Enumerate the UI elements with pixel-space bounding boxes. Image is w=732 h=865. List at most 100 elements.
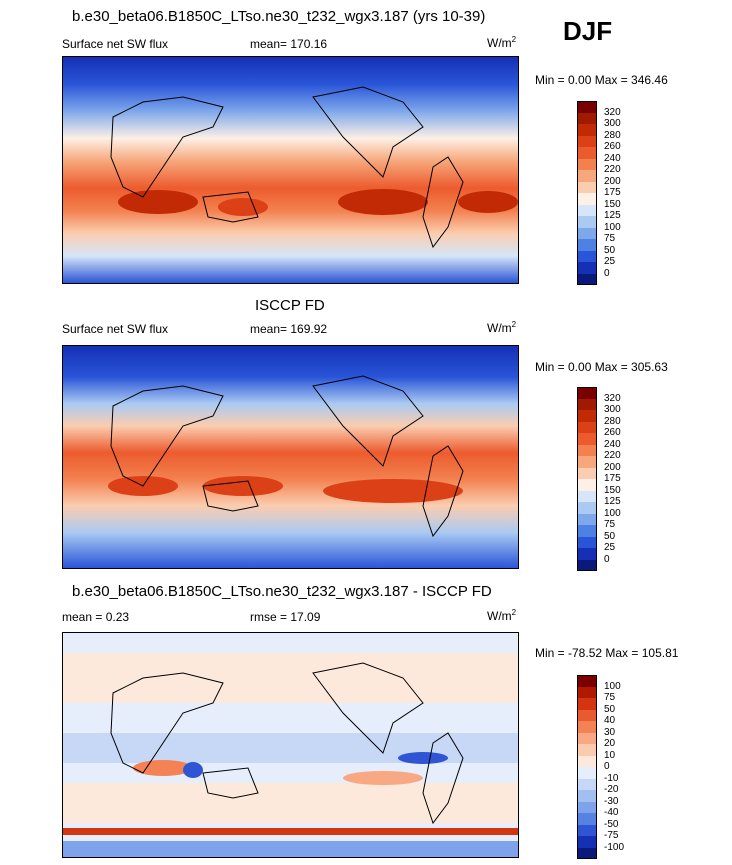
panel3-colorbar-swatch <box>577 847 597 859</box>
panel3-colorbar-label: 100 <box>604 680 621 692</box>
panel3-colorbar-swatch <box>577 744 597 756</box>
panel2-colorbar-swatch <box>577 387 597 399</box>
panel2-colorbar-label: 0 <box>604 553 610 565</box>
panel1-colorbar-label: 50 <box>604 244 616 256</box>
season-label: DJF <box>563 16 613 46</box>
panel2-colorbar-swatch <box>577 479 597 491</box>
panel1-colorbar-label: 260 <box>604 141 621 152</box>
panel2-colorbar-label: 100 <box>604 507 621 519</box>
panel3-mean-label: mean = 0.23 <box>62 610 130 624</box>
panel3-colorbar-swatch <box>577 721 597 733</box>
panel2-colorbar <box>577 387 597 571</box>
panel2-colorbar-label: 240 <box>604 438 621 450</box>
panel3-colorbar-swatch <box>577 709 597 721</box>
panel3-colorbar-label: 0 <box>604 761 610 772</box>
panel2-colorbar-label: 300 <box>604 404 621 415</box>
panel1-colorbar-swatch <box>577 216 597 228</box>
panel1-colorbar-swatch <box>577 112 597 124</box>
panel1-colorbar-label: 220 <box>604 164 621 175</box>
panel2-colorbar-swatch <box>577 536 597 548</box>
panel3-colorbar-label: 75 <box>604 692 616 703</box>
panel1-colorbar-label: 25 <box>604 256 616 267</box>
panel3-colorbar-swatch <box>577 675 597 687</box>
panel1-colorbar-label: 300 <box>604 118 621 129</box>
panel2-map-field <box>63 346 518 568</box>
panel2-colorbar-swatch <box>577 559 597 571</box>
panel3-colorbar <box>577 675 597 859</box>
panel1-colorbar-swatch <box>577 204 597 216</box>
panel1-colorbar-swatch <box>577 181 597 193</box>
panel1-minmax: Min = 0.00 Max = 346.46 <box>535 73 668 87</box>
panel2-units: W/m2 <box>487 320 517 335</box>
panel2-colorbar-label: 200 <box>604 461 621 473</box>
panel3-colorbar-swatch <box>577 767 597 779</box>
panel3-colorbar-swatch <box>577 790 597 802</box>
panel1-colorbar-swatch <box>577 124 597 136</box>
panel1-colorbar-label: 0 <box>604 267 610 279</box>
panel3-colorbar-swatch <box>577 836 597 848</box>
panel2-colorbar-swatch <box>577 548 597 560</box>
panel1-map <box>62 56 519 284</box>
panel1-title: b.e30_beta06.B1850C_LTso.ne30_t232_wgx3.… <box>72 8 486 25</box>
panel1-colorbar-swatch <box>577 170 597 182</box>
panel1-colorbar-label: 150 <box>604 198 621 210</box>
panel2-colorbar-swatch <box>577 467 597 479</box>
panel2-colorbar-label: 220 <box>604 450 621 461</box>
panel3-title: b.e30_beta06.B1850C_LTso.ne30_t232_wgx3.… <box>72 583 492 600</box>
panel2-colorbar-swatch <box>577 444 597 456</box>
panel3-colorbar-label: 30 <box>604 726 616 738</box>
panel3-colorbar-label: -30 <box>604 795 619 807</box>
panel1-map-field <box>63 57 518 283</box>
panel1-colorbar-label: 100 <box>604 221 621 233</box>
panel2-colorbar-label: 280 <box>604 415 621 427</box>
panel3-map <box>62 632 519 858</box>
panel3-colorbar-swatch <box>577 824 597 836</box>
panel1-colorbar-label: 175 <box>604 187 621 198</box>
panel2-map <box>62 345 519 569</box>
panel2-colorbar-swatch <box>577 410 597 422</box>
panel3-colorbar-label: -10 <box>604 772 619 784</box>
panel2-colorbar-swatch <box>577 421 597 433</box>
panel1-units: W/m2 <box>487 35 517 50</box>
panel3-colorbar-label: -40 <box>604 807 619 818</box>
panel2-mean-label: mean= 169.92 <box>250 322 328 336</box>
panel3-colorbar-label: 20 <box>604 738 616 749</box>
panel1-colorbar-swatch <box>577 147 597 159</box>
panel1-colorbar-label: 240 <box>604 152 621 164</box>
panel2-colorbar-swatch <box>577 502 597 514</box>
panel1-colorbar <box>577 101 597 285</box>
panel1-colorbar-label: 75 <box>604 233 616 244</box>
panel2-colorbar-label: 50 <box>604 530 616 542</box>
panel3-colorbar-label: 10 <box>604 749 616 761</box>
panel2-colorbar-swatch <box>577 490 597 502</box>
panel1-mean-label: mean= 170.16 <box>250 37 328 51</box>
panel2-colorbar-swatch <box>577 525 597 537</box>
panel1-colorbar-label: 200 <box>604 175 621 187</box>
panel1-variable-label: Surface net SW flux <box>62 37 169 51</box>
panel1-colorbar-label: 125 <box>604 210 621 221</box>
panel2-minmax: Min = 0.00 Max = 305.63 <box>535 360 668 374</box>
panel2-colorbar-swatch <box>577 456 597 468</box>
panel1-colorbar-label: 280 <box>604 129 621 141</box>
panel2-colorbar-swatch <box>577 433 597 445</box>
panel3-colorbar-swatch <box>577 686 597 698</box>
panel3-colorbar-label: -75 <box>604 830 619 841</box>
panel3-rmse-label: rmse = 17.09 <box>250 610 321 624</box>
panel2-colorbar-swatch <box>577 513 597 525</box>
panel1-colorbar-swatch <box>577 227 597 239</box>
panel1-colorbar-swatch <box>577 239 597 251</box>
panel2-colorbar-label: 25 <box>604 542 616 553</box>
panel1-colorbar-swatch <box>577 273 597 285</box>
panel2-colorbar-label: 125 <box>604 496 621 507</box>
panel3-minmax: Min = -78.52 Max = 105.81 <box>535 646 679 660</box>
panel1-colorbar-swatch <box>577 135 597 147</box>
panel3-colorbar-label: -100 <box>604 841 625 853</box>
panel2-colorbar-label: 320 <box>604 392 621 404</box>
panel2-colorbar-label: 150 <box>604 484 621 496</box>
panel3-units: W/m2 <box>487 608 517 623</box>
panel2-colorbar-swatch <box>577 398 597 410</box>
panel3-colorbar-swatch <box>577 801 597 813</box>
panel3-colorbar-swatch <box>577 778 597 790</box>
panel3-map-field <box>63 633 518 857</box>
panel2-title: ISCCP FD <box>255 297 325 314</box>
